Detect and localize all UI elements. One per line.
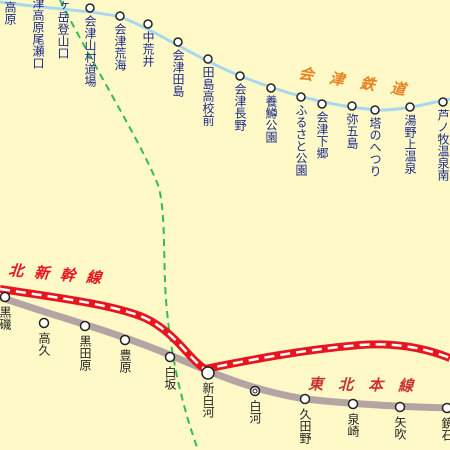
station-dot <box>394 401 406 413</box>
station-dot <box>164 351 176 363</box>
station-dot <box>85 3 95 13</box>
station-dot <box>235 71 245 81</box>
aizu-line <box>0 0 450 112</box>
station-dot <box>299 393 311 405</box>
station-dot-inner <box>252 388 258 394</box>
station-dot <box>441 402 450 414</box>
line-label: 東北本線 <box>308 375 428 395</box>
station-name: 高久 <box>37 331 51 357</box>
station-dot <box>143 19 153 29</box>
station-dot <box>203 54 213 64</box>
shinkansen-line <box>0 285 450 374</box>
station-name: ヶ岳登山口 <box>56 0 70 59</box>
station-name: 会津山村道場 <box>83 15 97 88</box>
station-name: 津高原尾瀬口 <box>31 0 45 69</box>
station-name: 湯野上温泉 <box>403 114 417 174</box>
station-name: 鏡石 <box>440 416 450 441</box>
station-dot <box>317 99 327 109</box>
station-name: 泉崎 <box>346 413 360 437</box>
station-name: 会津下郷 <box>315 111 329 159</box>
station-name: 白河 <box>248 399 262 424</box>
station-name: 弥五島 <box>345 112 359 150</box>
station-dot <box>347 101 357 111</box>
station-dot <box>266 83 276 93</box>
line-label: 会津鉄道 <box>297 64 422 101</box>
station-name: 会津田島 <box>171 49 185 98</box>
station-name: 塔のへつり <box>368 117 382 177</box>
station-dot <box>347 398 359 410</box>
station-name: 黒田原 <box>78 335 92 371</box>
station-dot <box>201 366 215 380</box>
station-name: 中荒井 <box>141 30 155 68</box>
station-name: 芦ノ牧温泉南 <box>436 109 450 181</box>
station-dot <box>173 37 183 47</box>
station-name: 黒磯 <box>0 306 12 330</box>
station-name: 豊原 <box>118 349 132 373</box>
station-dot <box>370 105 380 115</box>
station-dot <box>438 97 448 107</box>
station-name: ふるさと公園 <box>294 104 308 176</box>
station-name: 矢吹 <box>393 416 407 440</box>
station-dot <box>405 102 415 112</box>
station-dot <box>79 320 91 332</box>
station-name: 会津長野 <box>233 83 247 131</box>
station-dot <box>119 334 131 346</box>
dashed-route <box>59 0 199 450</box>
station-name: 田島高校前 <box>201 66 215 126</box>
station-dot <box>115 11 125 21</box>
station-name: 高原 <box>3 0 17 25</box>
station-dot <box>0 291 11 303</box>
station-dot <box>296 92 306 102</box>
station-dot <box>249 385 261 397</box>
station-name: 久田野 <box>298 408 312 444</box>
station-dot <box>38 317 50 329</box>
station-name: 会津荒海 <box>113 23 127 71</box>
line-label: 北新幹線 <box>8 261 113 288</box>
station-name: 白坂 <box>163 365 177 391</box>
tohoku-line <box>0 293 450 412</box>
station-name: 養鱒公園 <box>264 94 278 143</box>
station-name: 新白河 <box>201 381 215 418</box>
